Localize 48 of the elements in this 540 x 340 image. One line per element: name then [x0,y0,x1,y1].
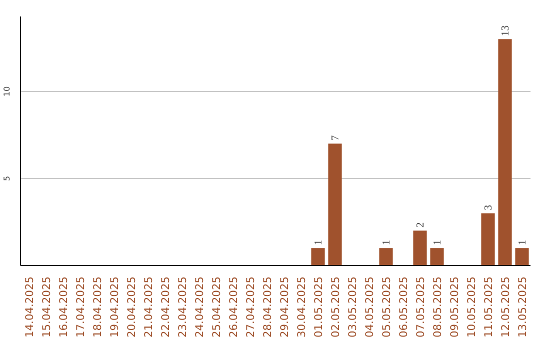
bar [515,248,529,266]
y-tick-label: 5 [2,176,12,181]
x-tick-label: 30.04.2025 [295,276,308,338]
y-tick-label: 10 [2,86,12,96]
x-tick-label: 16.04.2025 [57,276,70,338]
x-tick-label: 18.04.2025 [91,276,104,338]
x-tick-label: 29.04.2025 [278,276,291,338]
data-label: 1 [432,240,444,246]
bar [430,248,444,266]
x-tick-label: 20.04.2025 [125,276,138,338]
x-tick-label: 02.05.2025 [329,276,342,338]
x-tick-label: 03.05.2025 [346,276,359,338]
x-tick-label: 07.05.2025 [414,276,427,338]
x-tick-label: 22.04.2025 [159,276,172,338]
x-tick-label: 09.05.2025 [448,276,461,338]
bar [498,39,512,266]
x-tick-label: 27.04.2025 [244,276,257,338]
data-label: 1 [314,240,324,246]
x-tick-label: 14.04.2025 [23,276,36,338]
x-tick-label: 10.05.2025 [465,276,478,338]
x-tick-label: 05.05.2025 [380,276,393,338]
x-tick-label: 06.05.2025 [397,276,410,338]
x-tick-label: 11.05.2025 [482,276,495,338]
x-tick-label: 28.04.2025 [261,276,274,338]
x-tick-label: 17.04.2025 [74,276,87,338]
x-tick-label: 12.05.2025 [499,276,512,338]
x-tick-label: 24.04.2025 [193,276,206,338]
x-tick-label: 04.05.2025 [363,276,376,338]
data-label: 7 [330,134,342,141]
data-label: 1 [518,240,528,246]
x-tick-label: 19.04.2025 [108,276,121,338]
data-label: 3 [484,204,494,210]
bar [311,248,325,266]
bar [481,213,495,266]
bar [379,248,393,266]
data-label: 1 [382,240,392,246]
x-tick-label: 21.04.2025 [142,276,155,338]
x-tick-label: 13.05.2025 [516,276,529,338]
x-tick-label: 25.04.2025 [210,276,223,338]
x-tick-label: 23.04.2025 [176,276,189,338]
x-tick-label: 15.04.2025 [40,276,53,338]
x-tick-label: 26.04.2025 [227,276,240,338]
bar [328,144,342,266]
bar [413,230,427,266]
data-label: 2 [416,222,426,228]
x-tick-label: 08.05.2025 [431,276,444,338]
x-tick-label: 01.05.2025 [312,276,325,338]
data-label: 13 [500,25,512,36]
